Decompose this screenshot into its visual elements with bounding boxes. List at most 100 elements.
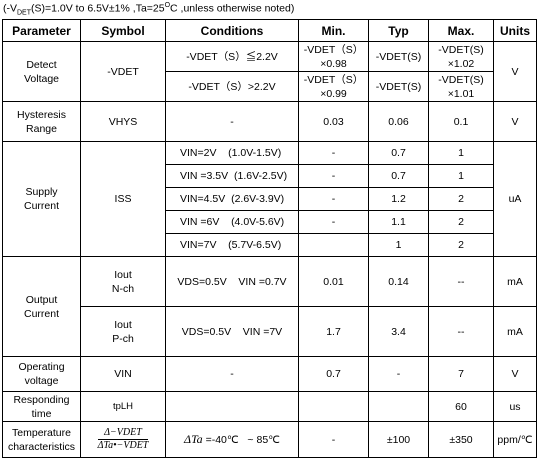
cell: 0.14 [368, 256, 429, 307]
cell: - [165, 356, 299, 392]
cell: 1.1 [368, 210, 429, 234]
note-sup: O [164, 2, 171, 9]
empty-cell [368, 391, 429, 422]
cell: 0.06 [368, 101, 429, 142]
numerator: Δ−VDET [97, 427, 149, 440]
row: VIN=7V (5.7V-6.5V) 1 2 [3, 233, 537, 257]
cell: -VDET（S）>2.2V [165, 71, 299, 102]
row: Temperature characteristics Δ−VDET ΔTa•−V… [2, 421, 537, 458]
cell: Temperature characteristics [2, 421, 81, 458]
cell: Supply Current [2, 141, 81, 257]
cell: Hysteresis Range [2, 101, 81, 142]
cell: tpLH [80, 391, 166, 422]
header-row: Parameter Symbol Conditions Min. Typ Max… [2, 19, 537, 42]
cell: uA [493, 141, 537, 257]
note: (-VDET(S)=1.0V to 6.5V±1% ,Ta=25OC ,unle… [3, 2, 294, 17]
cell: Operating voltage [2, 356, 81, 392]
cell: V [493, 356, 537, 392]
cell: V [493, 41, 537, 102]
empty-cell [298, 233, 369, 257]
cell: 2 [428, 233, 494, 257]
cell: 0.03 [298, 101, 369, 142]
row: Output Current Iout N-ch VDS=0.5V VIN =0… [2, 256, 537, 357]
cell: - [298, 141, 369, 165]
cell: ΔTa =-40℃ ~ 85℃ [165, 421, 299, 458]
cell: VDS=0.5V VIN =0.7V [165, 256, 299, 307]
cell: Iout P-ch [80, 306, 166, 357]
condition-symbol: ΔTa [184, 432, 203, 446]
cell: 1 [428, 141, 494, 165]
cell: -- [428, 256, 494, 307]
cell: Iout N-ch [80, 256, 166, 307]
row: VIN =6V (4.0V-5.6V) - 1.1 2 [3, 210, 537, 234]
note-text: (S)=1.0V to 6.5V±1% ,Ta=25 [31, 2, 165, 15]
cell: -VDET（S） ×0.99 [298, 71, 369, 102]
cell: -VDET(S) [368, 71, 429, 102]
cell: VIN =6V (4.0V-5.6V) [165, 210, 299, 234]
cell: - [298, 421, 369, 458]
cell: -VDET（S）≦2.2V [165, 41, 299, 72]
cell: -VDET(S) [368, 41, 429, 72]
header-cell: Parameter [2, 19, 81, 42]
header-cell: Min. [298, 19, 369, 42]
cell: - [368, 356, 429, 392]
cell: ±350 [428, 421, 494, 458]
note-text: C ,unless otherwise noted) [170, 2, 295, 15]
cell: 0.7 [368, 141, 429, 165]
cell: Detect Voltage [2, 41, 81, 102]
cell: - [298, 187, 369, 211]
cell: mA [493, 306, 537, 357]
cell: mA [493, 256, 537, 307]
cell: 1 [368, 233, 429, 257]
cell: V [493, 101, 537, 142]
cell: -VDET [80, 41, 166, 102]
spec-table: Parameter Symbol Conditions Min. Typ Max… [2, 19, 537, 458]
cell: 1.7 [298, 306, 369, 357]
cell: Output Current [2, 256, 81, 357]
cell: us [493, 391, 537, 422]
cell: ISS [80, 141, 166, 257]
cell: 1 [428, 164, 494, 188]
header-cell: Max. [428, 19, 494, 42]
cell: 3.4 [368, 306, 429, 357]
note-sub: DET [17, 9, 31, 17]
cell: ±100 [368, 421, 429, 458]
cell: VIN [80, 356, 166, 392]
row: Iout P-ch VDS=0.5V VIN =7V 1.7 3.4 -- mA [3, 306, 537, 357]
row: Detect Voltage -VDET -VDET（S）≦2.2V -VDET… [2, 41, 537, 102]
cell: Responding time [2, 391, 81, 422]
row: Supply Current ISS VIN=2V (1.0V-1.5V) - … [2, 141, 537, 257]
cell: VIN=7V (5.7V-6.5V) [165, 233, 299, 257]
empty-cell [298, 391, 369, 422]
row: Hysteresis Range VHYS - 0.03 0.06 0.1 V [2, 101, 537, 142]
cell: -- [428, 306, 494, 357]
cell: 2 [428, 210, 494, 234]
cell: -VDET(S) ×1.02 [428, 41, 494, 72]
cell: - [298, 164, 369, 188]
cell: VDS=0.5V VIN =7V [165, 306, 299, 357]
cell: 0.7 [368, 164, 429, 188]
empty-cell [165, 391, 299, 422]
row: Responding time tpLH 60 us [2, 391, 537, 422]
row: Operating voltage VIN - 0.7 - 7 V [2, 356, 537, 392]
cell: -VDET(S) ×1.01 [428, 71, 494, 102]
cell: VIN =3.5V (1.6V-2.5V) [165, 164, 299, 188]
cell: ppm/℃ [493, 421, 537, 458]
condition-range: =-40℃ ~ 85℃ [202, 434, 280, 446]
cell: 0.7 [298, 356, 369, 392]
row: -VDET（S）>2.2V -VDET（S） ×0.99 -VDET(S) -V… [3, 71, 537, 102]
cell: - [165, 101, 299, 142]
cell: 0.1 [428, 101, 494, 142]
cell: -VDET（S） ×0.98 [298, 41, 369, 72]
header-cell: Typ [368, 19, 429, 42]
cell: 1.2 [368, 187, 429, 211]
cell: - [298, 210, 369, 234]
cell: 0.01 [298, 256, 369, 307]
note-text: (-V [3, 2, 17, 15]
row: VIN=4.5V (2.6V-3.9V) - 1.2 2 [3, 187, 537, 211]
header-cell: Symbol [80, 19, 166, 42]
cell: VIN=4.5V (2.6V-3.9V) [165, 187, 299, 211]
cell: VIN=2V (1.0V-1.5V) [165, 141, 299, 165]
cell: 2 [428, 187, 494, 211]
